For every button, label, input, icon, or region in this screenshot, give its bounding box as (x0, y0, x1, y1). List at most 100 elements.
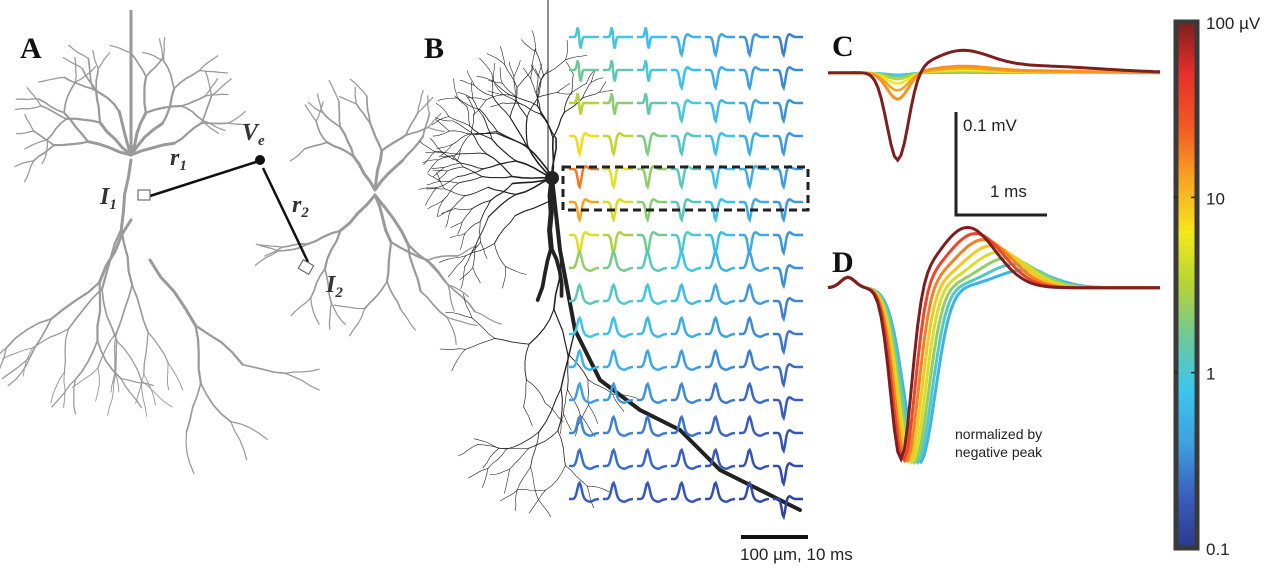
eap-waveform (603, 348, 634, 371)
eap-waveform (705, 66, 735, 92)
dendrite-branch (87, 57, 94, 90)
dendrite-branch (479, 221, 481, 243)
dendrite-branch (493, 80, 511, 96)
dendrite-branch (281, 243, 309, 249)
dendrite-branch (306, 229, 342, 246)
dendrite-branch (599, 81, 607, 93)
eap-waveform (569, 480, 600, 503)
dendrite-branch (454, 95, 468, 107)
dendrite-branch (204, 77, 219, 97)
dendrite-branch (586, 70, 594, 84)
dendrite-branch (119, 158, 133, 231)
eap-waveform (739, 198, 769, 224)
eap-waveform (739, 348, 770, 371)
dendrite-branch (436, 144, 453, 150)
eap-waveform (637, 282, 668, 305)
dendrite-branch (526, 379, 546, 404)
eap-waveform (671, 315, 702, 338)
dendrite-branch (73, 378, 77, 415)
dendrite-branch (230, 420, 268, 440)
dendrite-branch (427, 112, 442, 128)
dendrite-branch (482, 160, 517, 170)
dendrite-branch (316, 93, 324, 114)
dendrite-branch (448, 116, 471, 127)
dendrite-branch (475, 216, 489, 246)
distance-arrow-r2 (261, 167, 310, 263)
dendrite-branch (338, 100, 342, 129)
eap-waveform (671, 348, 702, 371)
dendrite-branch (469, 241, 481, 255)
dendrite-branch (557, 430, 566, 467)
dendrite-branch (373, 193, 410, 247)
dendrite-branch (204, 93, 229, 97)
eap-waveform (739, 132, 769, 158)
eap-waveform (773, 462, 803, 488)
colorbar-tick-label: 10 (1206, 189, 1225, 208)
dendrite-branch (457, 168, 484, 177)
dendrite-branch (67, 288, 103, 330)
eap-waveform (773, 297, 803, 323)
dendrite-branch (140, 380, 148, 417)
dendrite-branch (538, 387, 562, 433)
dendrite-branch (407, 243, 422, 293)
eap-waveform (569, 132, 599, 158)
dendrite-branch (304, 104, 317, 122)
dendrite-branch (309, 268, 326, 299)
dendrite-branch (417, 96, 434, 114)
dendrite-branch (481, 175, 513, 179)
dendrite-branch (451, 348, 466, 372)
eap-waveform (739, 315, 770, 338)
eap-waveform (603, 480, 634, 503)
eap-waveform (773, 66, 803, 92)
dendrite-branch (537, 497, 552, 518)
dendrite-branch (471, 200, 491, 210)
dendrite-branch (95, 89, 102, 124)
dendrite-branch (431, 167, 445, 170)
dendrite-branch (487, 90, 504, 96)
dendrite-branch (513, 60, 521, 77)
eap-waveform (637, 315, 668, 338)
dendrite-branch (536, 105, 554, 139)
distance-arrow-r1 (149, 160, 257, 198)
dendrite-branch (401, 135, 425, 163)
dendrite-branch (277, 243, 309, 252)
dendrite-branch (74, 56, 77, 83)
dendrite-branch (161, 87, 176, 125)
eap-waveform (603, 249, 634, 272)
dendrite-branch (547, 175, 555, 251)
eap-waveform (569, 348, 600, 371)
dendrite-branch (588, 404, 599, 424)
dendrite-branch (447, 284, 455, 312)
dendrite-branch (537, 92, 558, 98)
dendrite-branch (210, 78, 232, 97)
dendrite-branch (96, 281, 102, 342)
eap-waveform (773, 264, 803, 290)
dendrite-branch (289, 147, 306, 162)
dendrite-branch (526, 96, 539, 118)
eap-waveform (603, 165, 633, 191)
dendrite-branch (14, 160, 35, 168)
dendrite-branch (310, 297, 320, 325)
eap-waveform (739, 99, 769, 125)
dendrite-branch (120, 377, 154, 387)
dendrite-branch (51, 378, 77, 408)
dendrite-branch (471, 81, 473, 100)
dendrite-branch (228, 122, 251, 126)
dendrite-branch (200, 95, 213, 125)
panel-d-label: D (832, 246, 854, 279)
dendrite-branch (470, 132, 487, 155)
dendrite-branch (495, 132, 528, 148)
dendrite-branch (432, 130, 450, 137)
neuron-2-morphology (254, 78, 502, 346)
eap-waveform (739, 66, 769, 92)
dendrite-branch (324, 268, 333, 304)
dendrite-branch (445, 311, 473, 319)
main-axon (550, 176, 802, 512)
dendrite-branch (479, 200, 491, 223)
dendrite-branch (457, 97, 481, 110)
dendrite-branch (544, 402, 564, 423)
dendrite-branch (65, 117, 102, 124)
dendrite-branch (599, 89, 614, 93)
dendrite-branch (482, 115, 493, 140)
panel-d-trace (827, 225, 1160, 464)
